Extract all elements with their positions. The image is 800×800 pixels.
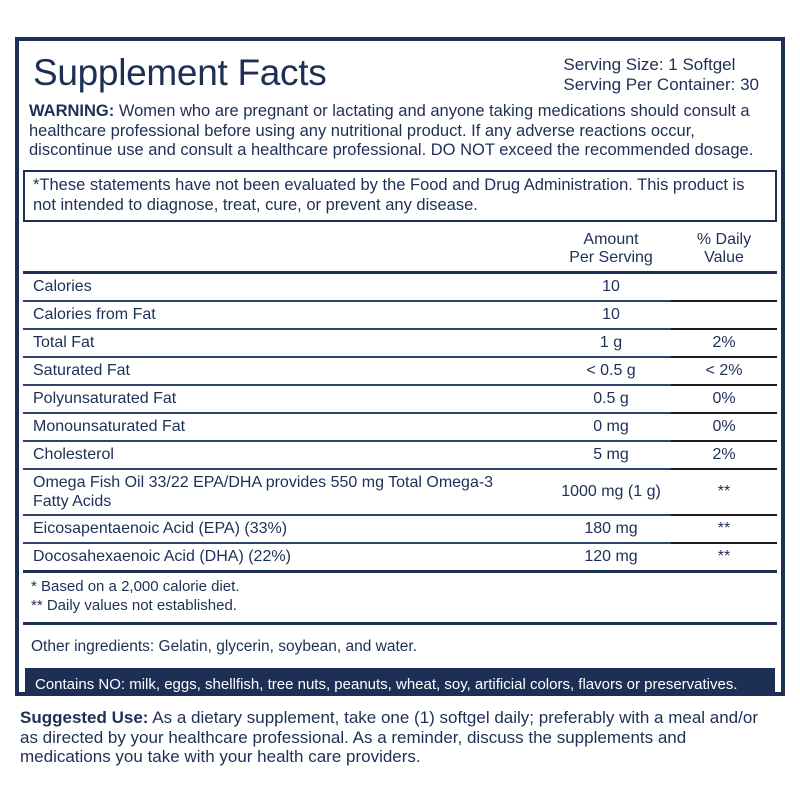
column-nutrient bbox=[23, 231, 551, 267]
fda-disclaimer-box: *These statements have not been evaluate… bbox=[23, 169, 777, 222]
nutrient-name: Eicosapentaenoic Acid (EPA) (33%) bbox=[33, 520, 288, 537]
serving-per-container: Serving Per Container: 30 bbox=[563, 74, 759, 94]
table-header: Amount Per Serving % Daily Value bbox=[23, 226, 777, 274]
nutrient-dv: ** bbox=[717, 482, 731, 500]
nutrient-name: Total Fat bbox=[33, 334, 95, 351]
nutrient-dv: 0% bbox=[712, 417, 736, 435]
nutrient-name: Omega Fish Oil 33/22 EPA/DHA provides 55… bbox=[33, 473, 494, 510]
suggested-use-label: Suggested Use: bbox=[20, 708, 149, 727]
nutrient-amount: 0 mg bbox=[593, 417, 629, 435]
suggested-use-text: As a dietary supplement, take one (1) so… bbox=[20, 708, 758, 766]
nutrient-dv: < 2% bbox=[705, 361, 743, 379]
nutrient-name: Calories bbox=[33, 278, 92, 295]
nutrient-name: Calories from Fat bbox=[33, 306, 156, 323]
column-percent-daily-value: % Daily Value bbox=[696, 230, 752, 266]
table-row: Polyunsaturated Fat 0.5 g 0% bbox=[23, 386, 777, 414]
contains-no-box: Contains NO: milk, eggs, shellfish, tree… bbox=[25, 667, 775, 693]
table-row: Monounsaturated Fat 0 mg 0% bbox=[23, 414, 777, 442]
table-row: Total Fat 1 g 2% bbox=[23, 330, 777, 358]
contains-no-text: Contains NO: milk, eggs, shellfish, tree… bbox=[35, 675, 738, 693]
suggested-use-paragraph: Suggested Use: As a dietary supplement, … bbox=[20, 708, 768, 767]
footnote-daily-values: ** Daily values not established. bbox=[31, 596, 237, 614]
nutrient-name: Monounsaturated Fat bbox=[33, 418, 186, 435]
nutrient-dv: 2% bbox=[712, 333, 736, 351]
warning-label: WARNING: bbox=[29, 102, 115, 120]
table-row: Saturated Fat < 0.5 g < 2% bbox=[23, 358, 777, 386]
table-row: Omega Fish Oil 33/22 EPA/DHA provides 55… bbox=[23, 470, 777, 516]
nutrient-amount: 5 mg bbox=[593, 445, 629, 463]
nutrient-amount: < 0.5 g bbox=[586, 361, 636, 379]
facts-table: Amount Per Serving % Daily Value Calorie… bbox=[23, 226, 777, 573]
serving-info: Serving Size: 1 Softgel Serving Per Cont… bbox=[563, 55, 759, 94]
table-row: Docosahexaenoic Acid (DHA) (22%) 120 mg … bbox=[23, 544, 777, 573]
table-row: Eicosapentaenoic Acid (EPA) (33%) 180 mg… bbox=[23, 516, 777, 544]
footnote-calorie-diet: * Based on a 2,000 calorie diet. bbox=[31, 577, 240, 595]
nutrient-amount: 10 bbox=[602, 277, 620, 295]
nutrient-amount: 0.5 g bbox=[593, 389, 629, 407]
serving-size: Serving Size: 1 Softgel bbox=[563, 55, 736, 74]
nutrient-dv: 0% bbox=[712, 389, 736, 407]
nutrient-name: Polyunsaturated Fat bbox=[33, 390, 177, 407]
nutrient-name: Saturated Fat bbox=[33, 362, 130, 379]
fda-disclaimer-text: *These statements have not been evaluate… bbox=[33, 175, 745, 214]
nutrient-amount: 1 g bbox=[599, 333, 623, 351]
nutrient-dv: 2% bbox=[712, 445, 736, 463]
nutrient-amount: 120 mg bbox=[584, 547, 638, 565]
warning-paragraph: WARNING: Women who are pregnant or lacta… bbox=[29, 102, 773, 161]
table-row: Calories 10 bbox=[23, 274, 777, 302]
table-footnotes: * Based on a 2,000 calorie diet. ** Dail… bbox=[23, 573, 777, 625]
nutrient-dv: ** bbox=[717, 519, 731, 537]
table-row: Calories from Fat 10 bbox=[23, 302, 777, 330]
nutrient-name: Cholesterol bbox=[33, 446, 114, 463]
warning-text: Women who are pregnant or lactating and … bbox=[29, 102, 754, 159]
panel-header: Supplement Facts Serving Size: 1 Softgel… bbox=[33, 53, 759, 94]
nutrient-name: Docosahexaenoic Acid (DHA) (22%) bbox=[33, 548, 291, 565]
column-amount-per-serving: Amount Per Serving bbox=[569, 230, 653, 266]
nutrient-dv: ** bbox=[717, 547, 731, 565]
page-title: Supplement Facts bbox=[33, 52, 327, 93]
table-row: Cholesterol 5 mg 2% bbox=[23, 442, 777, 470]
nutrient-amount: 180 mg bbox=[584, 519, 638, 537]
nutrient-amount: 10 bbox=[602, 305, 620, 323]
nutrient-amount: 1000 mg (1 g) bbox=[561, 482, 661, 500]
supplement-facts-panel: Supplement Facts Serving Size: 1 Softgel… bbox=[15, 37, 785, 696]
other-ingredients: Other ingredients: Gelatin, glycerin, so… bbox=[31, 637, 417, 655]
